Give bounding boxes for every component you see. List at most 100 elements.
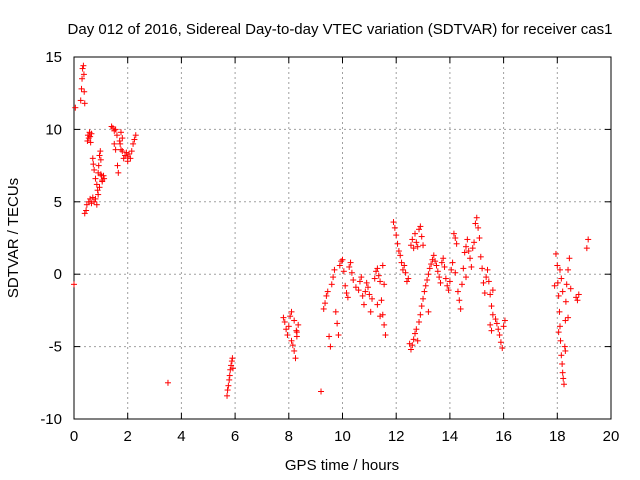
- data-point: [87, 139, 94, 146]
- data-point: [557, 337, 564, 344]
- data-point: [422, 282, 429, 289]
- data-point: [330, 274, 337, 281]
- data-point: [355, 287, 362, 294]
- data-point: [126, 151, 133, 158]
- data-point: [558, 352, 565, 359]
- data-point: [418, 233, 425, 240]
- data-point: [348, 269, 355, 276]
- x-tick-label: 10: [334, 428, 351, 445]
- data-point: [413, 326, 420, 333]
- data-point: [293, 327, 300, 334]
- data-point: [283, 326, 290, 333]
- y-tick-label: 0: [54, 266, 62, 283]
- data-point: [562, 298, 569, 305]
- data-point: [414, 243, 421, 250]
- data-point: [484, 266, 491, 273]
- data-point: [81, 100, 88, 107]
- data-point: [420, 242, 427, 249]
- data-point: [398, 259, 405, 266]
- data-point: [432, 258, 439, 265]
- data-point: [334, 320, 341, 327]
- data-point: [225, 382, 232, 389]
- data-point: [495, 326, 502, 333]
- data-point: [555, 292, 562, 299]
- data-point: [457, 305, 464, 312]
- data-point: [109, 124, 116, 131]
- data-point: [381, 281, 388, 288]
- data-point: [360, 301, 367, 308]
- data-point: [363, 279, 370, 286]
- data-point: [72, 104, 79, 111]
- data-point: [483, 274, 490, 281]
- data-point: [585, 236, 592, 243]
- data-point: [291, 347, 298, 354]
- data-point: [79, 75, 86, 82]
- data-point: [489, 311, 496, 318]
- y-tick-label: 15: [45, 49, 62, 66]
- data-point: [362, 288, 369, 295]
- data-point: [416, 318, 423, 325]
- data-point: [339, 256, 346, 263]
- chart-title: Day 012 of 2016, Sidereal Day-to-day VTE…: [68, 21, 613, 38]
- data-point: [500, 323, 507, 330]
- data-point: [91, 166, 98, 173]
- data-point: [331, 266, 338, 273]
- data-point: [448, 266, 455, 273]
- data-point: [405, 275, 412, 282]
- data-point: [366, 291, 373, 298]
- data-point: [575, 291, 582, 298]
- data-point: [441, 263, 448, 270]
- data-point: [79, 65, 86, 72]
- data-point: [487, 321, 494, 328]
- data-point: [583, 245, 590, 252]
- data-point: [410, 245, 417, 252]
- data-point: [101, 175, 108, 182]
- data-point: [130, 140, 137, 147]
- data-point: [78, 85, 85, 92]
- data-point: [475, 224, 482, 231]
- data-point: [485, 278, 492, 285]
- data-point: [445, 287, 452, 294]
- data-point: [289, 342, 296, 349]
- data-point: [463, 274, 470, 281]
- data-point: [227, 366, 234, 373]
- data-point: [88, 200, 95, 207]
- data-point: [95, 162, 102, 169]
- data-point: [420, 295, 427, 302]
- data-point: [472, 220, 479, 227]
- data-point: [424, 276, 431, 283]
- data-point: [332, 308, 339, 315]
- data-point: [426, 265, 433, 272]
- data-point: [379, 311, 386, 318]
- data-point: [352, 284, 359, 291]
- data-point: [92, 195, 99, 202]
- data-point: [488, 303, 495, 310]
- data-point: [453, 240, 460, 247]
- data-point: [343, 290, 350, 297]
- data-point: [367, 308, 374, 315]
- data-point: [373, 268, 380, 275]
- data-point: [566, 255, 573, 262]
- data-point: [374, 301, 381, 308]
- data-point: [565, 266, 572, 273]
- data-point: [461, 249, 468, 256]
- data-point: [318, 388, 325, 395]
- data-point: [226, 372, 233, 379]
- data-point: [469, 245, 476, 252]
- data-point: [324, 288, 331, 295]
- data-point: [320, 305, 327, 312]
- data-point: [83, 207, 90, 214]
- data-point: [497, 339, 504, 346]
- data-point: [425, 308, 432, 315]
- data-point: [493, 320, 500, 327]
- data-point: [501, 317, 508, 324]
- data-point: [87, 133, 94, 140]
- data-point: [89, 155, 96, 162]
- data-point: [573, 294, 580, 301]
- data-point: [487, 291, 494, 298]
- data-point: [85, 198, 92, 205]
- data-point: [411, 230, 418, 237]
- data-point: [452, 269, 459, 276]
- data-point: [111, 127, 118, 134]
